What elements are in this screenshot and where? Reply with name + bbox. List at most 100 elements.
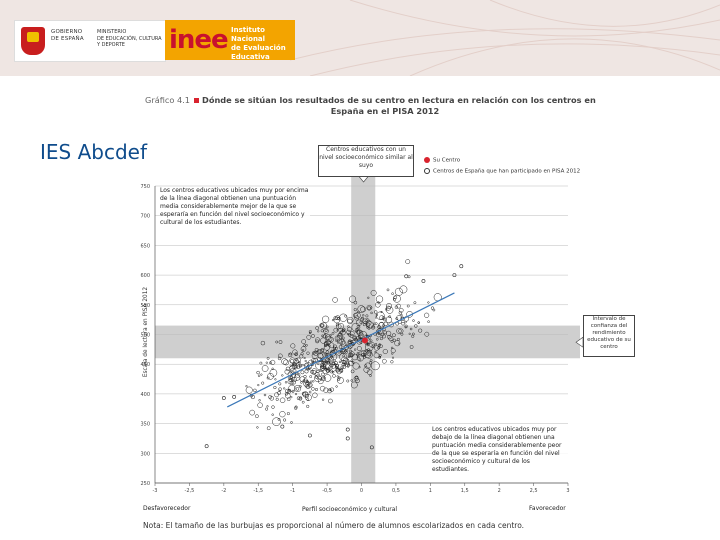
centre-point	[297, 362, 301, 366]
centre-point	[315, 337, 321, 343]
centre-point	[377, 343, 381, 347]
centre-point	[309, 380, 313, 383]
centre-point	[323, 387, 329, 393]
title-bullet-icon	[194, 98, 200, 103]
centre-point	[377, 325, 381, 329]
centre-point	[335, 339, 338, 343]
centre-point	[288, 384, 296, 392]
centre-point	[295, 358, 298, 362]
centre-point	[331, 331, 335, 335]
centre-point	[367, 349, 373, 355]
centre-point	[391, 356, 395, 359]
centre-point	[409, 345, 414, 349]
x-right-label: Favorecedor	[529, 505, 566, 512]
centre-point	[347, 318, 353, 325]
centre-point	[274, 378, 277, 381]
centre-point	[295, 387, 300, 391]
centre-point	[293, 358, 299, 364]
centre-point	[370, 361, 380, 371]
centre-point	[335, 385, 338, 388]
centre-point	[275, 397, 279, 401]
y-tick-label: 600	[140, 273, 150, 279]
centre-point	[381, 334, 386, 339]
centre-point	[321, 334, 324, 338]
centre-point	[269, 396, 274, 401]
centre-point	[319, 385, 326, 392]
centre-point	[271, 405, 275, 409]
centre-point	[320, 322, 327, 329]
centre-point	[327, 388, 333, 394]
centre-point	[291, 389, 295, 393]
centre-point	[292, 377, 297, 382]
centre-point	[336, 341, 340, 344]
centre-point	[303, 375, 307, 379]
centre-point	[342, 354, 346, 358]
centre-point	[296, 373, 299, 376]
centre-point	[324, 329, 328, 332]
centre-point	[356, 319, 363, 326]
centre-point	[333, 361, 338, 366]
centre-point	[345, 344, 348, 347]
centre-point	[343, 364, 346, 367]
centre-point	[362, 318, 368, 324]
centre-point	[369, 445, 374, 450]
x-tick-label: 1,5	[461, 488, 469, 494]
centre-point	[350, 340, 354, 343]
centre-point	[313, 350, 319, 356]
centre-point	[309, 375, 313, 378]
annotation-above-line: Los centros educativos ubicados muy por …	[160, 187, 310, 227]
centre-point	[303, 356, 306, 360]
centre-point	[257, 384, 260, 387]
centre-point	[360, 350, 367, 357]
centre-point	[378, 353, 382, 357]
centre-point	[265, 407, 269, 411]
trend-line	[227, 292, 455, 408]
centre-point	[409, 327, 413, 331]
y-tick-label: 250	[140, 481, 150, 487]
centre-point	[357, 337, 363, 343]
centre-point	[337, 376, 344, 384]
y-tick-label: 300	[140, 451, 150, 457]
chart-title: Gráfico 4.1 Dónde se sitúan los resultado…	[145, 95, 625, 117]
centre-point	[316, 370, 320, 374]
centre-point	[255, 414, 259, 419]
centre-point	[452, 273, 457, 278]
centre-point	[328, 360, 335, 367]
centre-point	[270, 359, 276, 365]
centre-point	[350, 379, 354, 382]
centre-point	[285, 393, 291, 399]
centre-point	[322, 352, 328, 358]
centre-point	[298, 396, 303, 401]
centre-point	[318, 351, 321, 354]
y-axis-label: Escala de lectura en PISA 2012	[143, 286, 149, 378]
centre-point	[298, 363, 303, 368]
centre-point	[414, 324, 418, 328]
centre-point	[356, 329, 361, 335]
centre-point	[266, 356, 270, 360]
centre-point	[301, 391, 306, 396]
centre-point	[283, 387, 286, 390]
centre-point	[357, 355, 360, 359]
centre-point	[371, 325, 376, 330]
centre-point	[424, 312, 430, 318]
centre-point	[367, 306, 371, 310]
centre-point	[365, 351, 373, 359]
legend-spain-centres: Centros de España que han participado en…	[424, 168, 580, 175]
banner-decoration	[290, 0, 720, 76]
centre-point	[245, 386, 253, 394]
centre-point	[326, 343, 330, 346]
centre-point	[404, 274, 409, 279]
centre-point	[382, 348, 388, 355]
centre-point	[365, 314, 369, 318]
centre-point	[374, 322, 378, 325]
centre-point	[372, 325, 375, 329]
centre-point	[266, 376, 270, 380]
centre-point	[355, 327, 359, 332]
x-tick-label: 3	[566, 488, 569, 494]
centre-point	[305, 393, 309, 398]
centre-point	[249, 409, 256, 416]
centre-point	[253, 388, 257, 393]
centre-point	[292, 364, 297, 369]
centre-point	[278, 382, 282, 386]
